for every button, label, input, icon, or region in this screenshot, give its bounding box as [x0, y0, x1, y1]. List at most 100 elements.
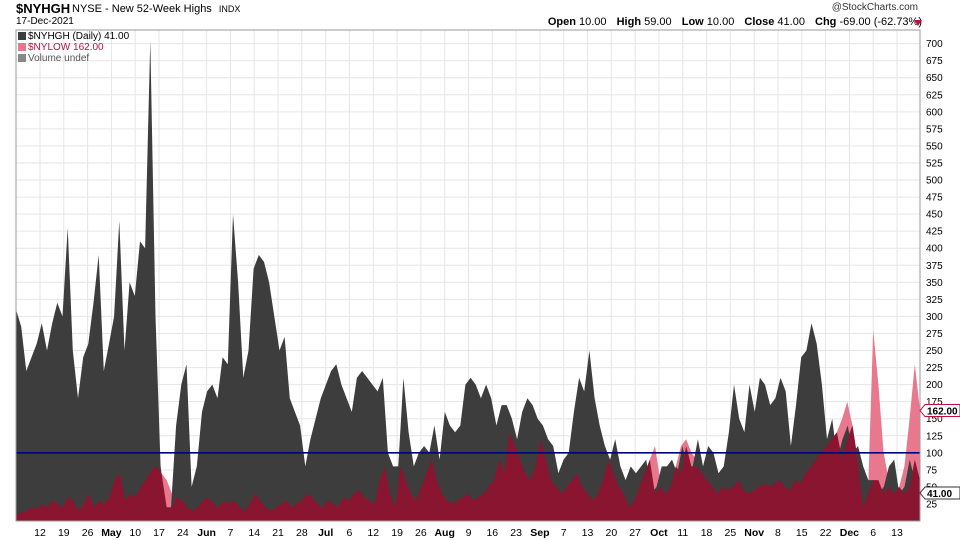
market-label: NYSE — [72, 3, 102, 15]
x-tick-label: Nov — [744, 527, 764, 539]
y-tick-label: 600 — [926, 107, 943, 118]
legend-swatch-volume — [18, 54, 26, 62]
x-tick-label: 28 — [296, 527, 308, 539]
x-tick-label: Dec — [840, 527, 859, 539]
legend-volume: Volume undef — [18, 53, 129, 64]
x-axis: 12 19 26 May 10 17 24 Jun 7 14 21 28 Jul 6 12 19 26 Aug 9 1… — [34, 527, 903, 539]
x-tick-label: 22 — [820, 527, 832, 539]
y-tick-label: 675 — [926, 56, 943, 67]
plot-border — [15, 29, 921, 522]
last-value-nyhgh-box — [919, 486, 960, 500]
high-label: High — [616, 16, 642, 28]
last-value-nylow-box — [919, 404, 960, 418]
x-tick-label: 13 — [891, 527, 903, 539]
x-tick-label: May — [101, 527, 122, 539]
legend-volume-label: Volume undef — [28, 53, 90, 64]
brand-label[interactable]: @StockCharts.com — [831, 2, 918, 13]
y-tick-label: 625 — [926, 90, 943, 101]
chg-value: -69.00 (-62.73%) — [839, 16, 922, 28]
last-value-tags: 162.00 41.00 — [919, 404, 960, 500]
description-label: - New 52-Week Highs — [105, 3, 212, 15]
x-tick-label: 26 — [415, 527, 427, 539]
y-tick-label: 400 — [926, 244, 943, 255]
legend-lows: $NYLOW 162.00 — [18, 42, 129, 53]
chart-header: $NYHGH NYSE - New 52-Week Highs INDX 17-… — [0, 0, 960, 30]
x-tick-label: 20 — [605, 527, 617, 539]
legend-lows-label: $NYLOW 162.00 — [28, 42, 104, 53]
high-value: 59.00 — [644, 16, 672, 28]
y-tick-label: 450 — [926, 210, 943, 221]
x-tick-label: 6 — [347, 527, 353, 539]
x-tick-label: 11 — [677, 527, 688, 539]
x-tick-label: 7 — [561, 527, 567, 539]
y-tick-label: 375 — [926, 261, 943, 272]
x-tick-label: 9 — [466, 527, 472, 539]
y-tick-label: 525 — [926, 158, 943, 169]
down-arrow-icon — [914, 20, 922, 26]
x-tick-label: 6 — [870, 527, 876, 539]
y-tick-label: 475 — [926, 193, 943, 204]
chg-label: Chg — [815, 16, 837, 28]
y-tick-label: 175 — [926, 397, 943, 408]
x-tick-label: Oct — [650, 527, 668, 539]
y-tick-label: 250 — [926, 346, 943, 357]
y-tick-label: 25 — [926, 499, 938, 510]
legend-swatch-lows — [18, 43, 26, 51]
y-tick-label: 575 — [926, 124, 943, 135]
x-tick-label: Jun — [197, 527, 216, 539]
y-tick-label: 75 — [926, 465, 938, 476]
x-tick-label: 16 — [486, 527, 498, 539]
chart-date: 17-Dec-2021 — [16, 16, 74, 27]
y-tick-label: 100 — [926, 448, 943, 459]
low-label: Low — [681, 16, 704, 28]
x-tick-label: 13 — [582, 527, 594, 539]
close-value: 41.00 — [777, 16, 805, 28]
x-tick-label: 21 — [272, 527, 284, 539]
y-tick-label: 325 — [926, 295, 943, 306]
y-tick-label: 300 — [926, 312, 943, 323]
last-value-nylow-text: 162.00 — [927, 407, 958, 418]
symbol-description: NYSE - New 52-Week Highs INDX — [72, 3, 240, 15]
x-tick-label: 12 — [34, 527, 46, 539]
x-tick-label: 19 — [58, 527, 70, 539]
ohlc-readout: Open 10.00 High 59.00 Low 10.00 Close 41… — [548, 16, 922, 28]
y-axis: 2550751001251501752002252502753003253503… — [926, 39, 943, 510]
series-area-nyhgh — [16, 40, 920, 521]
plot-frame — [15, 29, 921, 522]
x-tick-label: Aug — [434, 527, 454, 539]
y-tick-label: 650 — [926, 73, 943, 84]
type-label: INDX — [218, 4, 241, 14]
low-value: 10.00 — [706, 16, 735, 28]
y-tick-label: 225 — [926, 363, 943, 374]
x-tick-label: 10 — [129, 527, 141, 539]
x-tick-label: 27 — [629, 527, 641, 539]
x-tick-label: 23 — [510, 527, 522, 539]
x-tick-label: 19 — [391, 527, 403, 539]
x-tick-label: 15 — [796, 527, 808, 539]
y-tick-label: 125 — [926, 431, 943, 442]
y-tick-label: 200 — [926, 380, 943, 391]
y-tick-label: 150 — [926, 414, 943, 425]
open-label: Open — [547, 16, 576, 28]
y-tick-label: 700 — [926, 39, 943, 50]
x-tick-label: 12 — [367, 527, 379, 539]
x-tick-label: 17 — [153, 527, 165, 539]
y-tick-label: 500 — [926, 176, 943, 187]
series-area-overlap — [16, 425, 920, 521]
x-tick-label: Jul — [318, 527, 333, 539]
x-tick-label: 7 — [228, 527, 234, 539]
x-tick-label: 14 — [248, 527, 260, 539]
last-value-nyhgh: 41.00 — [919, 486, 960, 500]
y-tick-label: 425 — [926, 227, 943, 238]
legend-highs: $NYHGH (Daily) 41.00 — [18, 31, 129, 42]
x-tick-label: 26 — [82, 527, 94, 539]
x-tick-label: 24 — [177, 527, 189, 539]
y-tick-label: 350 — [926, 278, 943, 289]
symbol-title: $NYHGH — [16, 1, 71, 16]
series-areas — [16, 40, 920, 521]
x-tick-label: 18 — [701, 527, 713, 539]
x-tick-label: 8 — [775, 527, 781, 539]
y-tick-label: 550 — [926, 141, 943, 152]
legend: $NYHGH (Daily) 41.00 $NYLOW 162.00 Volum… — [18, 31, 129, 64]
